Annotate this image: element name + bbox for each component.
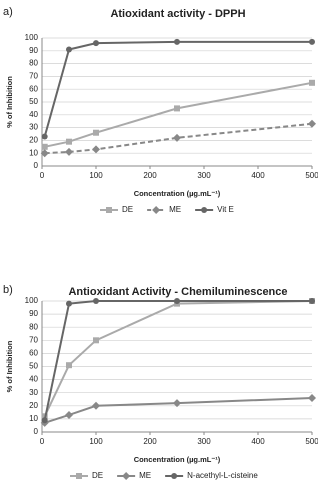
x-tick-label: 0	[40, 171, 45, 180]
legend-label: N-acethyl-L-cisteine	[187, 471, 258, 480]
y-tick-label: 70	[29, 335, 38, 344]
legend-marker	[106, 207, 112, 213]
legend-marker	[171, 473, 178, 479]
data-point	[66, 138, 72, 145]
y-tick-label: 50	[29, 97, 38, 106]
y-tick-label: 80	[29, 322, 38, 331]
data-point	[173, 399, 181, 408]
data-point	[174, 38, 180, 45]
legend-label: ME	[139, 471, 151, 480]
panel-label: a)	[3, 6, 13, 18]
x-axis-title: Concentration (µg.mL⁻¹)	[134, 189, 221, 198]
data-point	[66, 300, 72, 307]
y-tick-label: 50	[29, 362, 38, 371]
data-point	[66, 362, 72, 369]
y-tick-label: 90	[29, 309, 38, 318]
y-tick-label: 100	[25, 296, 39, 305]
x-tick-label: 500	[305, 437, 318, 446]
data-point	[93, 40, 99, 47]
data-point	[93, 298, 99, 304]
x-tick-label: 500	[305, 171, 318, 180]
y-tick-label: 60	[29, 84, 38, 93]
y-tick-label: 40	[29, 375, 38, 384]
y-tick-label: 20	[29, 401, 38, 410]
y-axis-title: % of Inhibition	[5, 76, 14, 128]
data-point	[308, 393, 316, 402]
y-tick-label: 10	[29, 414, 38, 423]
y-tick-label: 0	[34, 427, 39, 436]
y-tick-label: 40	[29, 110, 38, 119]
data-point	[93, 337, 99, 344]
chart-title: Atioxidant activity - DPPH	[110, 8, 245, 20]
y-tick-label: 70	[29, 72, 38, 81]
y-tick-label: 90	[29, 46, 38, 55]
x-tick-label: 0	[40, 437, 45, 446]
legend-marker	[201, 207, 208, 213]
x-tick-label: 100	[89, 437, 103, 446]
legend-marker	[152, 206, 161, 214]
y-tick-label: 30	[29, 123, 38, 132]
data-point	[309, 298, 315, 304]
panel-label: b)	[3, 284, 13, 296]
x-tick-label: 200	[143, 437, 157, 446]
y-axis-title: % of Inhibition	[5, 340, 14, 392]
data-point	[65, 147, 73, 156]
data-point	[92, 401, 100, 410]
legend-marker	[122, 472, 131, 480]
data-point	[41, 133, 48, 140]
x-tick-label: 300	[197, 171, 211, 180]
legend-label: ME	[169, 205, 181, 214]
y-tick-label: 30	[29, 388, 38, 397]
x-tick-label: 400	[251, 171, 265, 180]
x-tick-label: 200	[143, 171, 157, 180]
data-point	[65, 410, 73, 419]
data-point	[93, 129, 99, 136]
y-tick-label: 80	[29, 59, 38, 68]
chart-title: Antioxidant Activity - Chemiluminescence	[68, 286, 287, 298]
legend-label: DE	[92, 471, 103, 480]
legend-marker	[76, 473, 82, 479]
x-axis-title: Concentration (µg.mL⁻¹)	[134, 455, 221, 464]
data-point	[309, 38, 315, 45]
y-tick-label: 60	[29, 349, 38, 358]
data-point	[40, 149, 49, 158]
y-tick-label: 100	[25, 33, 39, 42]
y-tick-label: 10	[29, 148, 38, 157]
legend-label: DE	[122, 205, 133, 214]
y-tick-label: 20	[29, 136, 38, 145]
data-point	[41, 417, 48, 424]
data-point	[308, 119, 316, 128]
x-tick-label: 300	[197, 437, 211, 446]
data-point	[173, 133, 181, 142]
data-point	[41, 143, 48, 150]
y-tick-label: 0	[34, 161, 39, 170]
data-point	[92, 145, 100, 154]
data-point	[309, 79, 315, 86]
x-tick-label: 400	[251, 437, 265, 446]
data-point	[174, 298, 180, 304]
legend-label: Vit E	[217, 205, 234, 214]
x-tick-label: 100	[89, 171, 103, 180]
data-point	[174, 105, 180, 112]
data-point	[66, 46, 72, 53]
